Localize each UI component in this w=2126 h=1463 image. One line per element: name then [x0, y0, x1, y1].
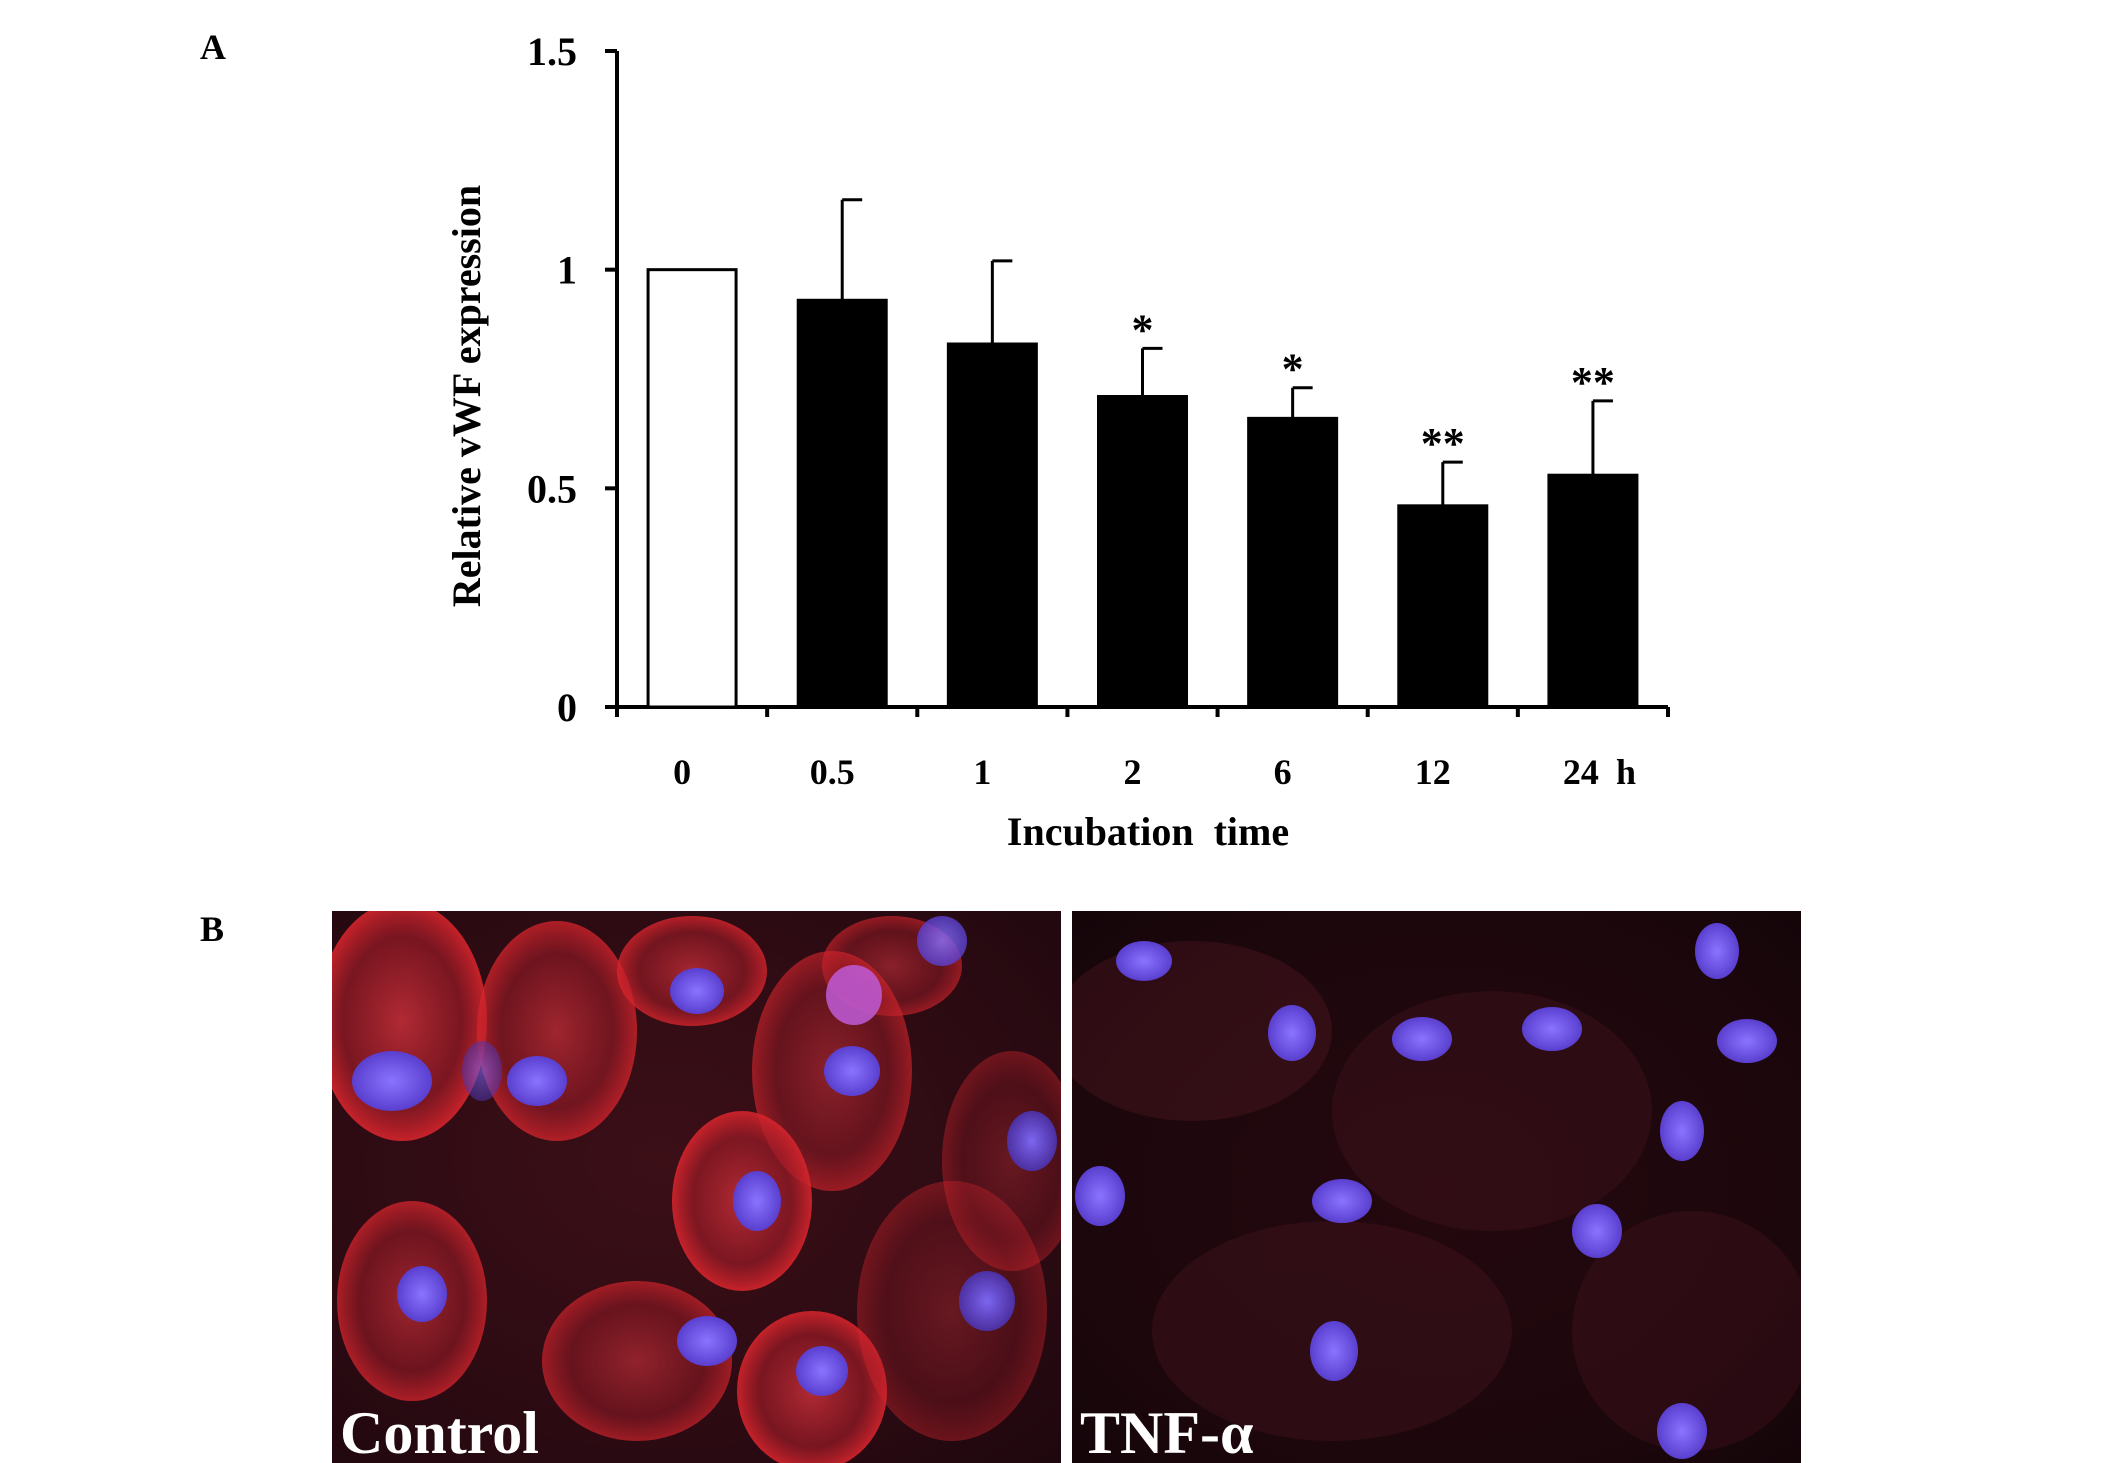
- significance-marker: *: [1132, 305, 1154, 354]
- x-tick-label: 2: [1124, 752, 1142, 792]
- y-tick-label: 1.5: [527, 29, 577, 74]
- bar: [1397, 504, 1489, 709]
- significance-marker: *: [1282, 345, 1304, 394]
- micrograph-caption-tnf: TNF-α: [1080, 1400, 1254, 1463]
- significance-marker: **: [1421, 419, 1465, 468]
- cells-image-tnf: [1072, 923, 1801, 1459]
- panel-b-label: B: [200, 909, 225, 949]
- y-axis: 0 0.5 1 1.5: [527, 29, 619, 730]
- y-tick-label: 1: [557, 248, 577, 293]
- x-axis: 0 0.5 1 2 6 12 24: [615, 705, 1670, 792]
- y-tick-label: 0: [557, 685, 577, 730]
- x-tick-label: 1: [973, 752, 991, 792]
- y-axis-title: Relative vWF expression: [444, 185, 489, 607]
- bar: [1547, 473, 1639, 709]
- bar: [796, 298, 888, 709]
- y-tick-label: 0.5: [527, 466, 577, 511]
- bar: [1247, 416, 1339, 709]
- x-tick-label: 0.5: [810, 752, 855, 792]
- micrograph-control: Control: [332, 911, 1061, 1463]
- x-axis-unit: h: [1616, 752, 1636, 792]
- micrograph-caption-control: Control: [340, 1400, 539, 1463]
- x-tick-label: 0: [673, 752, 691, 792]
- panel-a-label: A: [200, 27, 226, 67]
- bars: ******: [646, 198, 1639, 709]
- micrograph-tnf: TNF-α: [1072, 911, 1801, 1463]
- significance-marker: **: [1571, 358, 1615, 407]
- cells-image-control: [332, 911, 1061, 1463]
- x-tick-label: 6: [1274, 752, 1292, 792]
- bar-chart: 00.511.5 0 0.5 1 2 6 12 24 ****** Relative vWF…: [444, 29, 1670, 854]
- x-tick-label: 24: [1563, 752, 1599, 792]
- x-tick-label: 12: [1415, 752, 1451, 792]
- bar: [1097, 394, 1188, 709]
- x-axis-title: Incubation time: [1007, 809, 1289, 854]
- bar: [946, 342, 1038, 709]
- bar: [646, 268, 738, 709]
